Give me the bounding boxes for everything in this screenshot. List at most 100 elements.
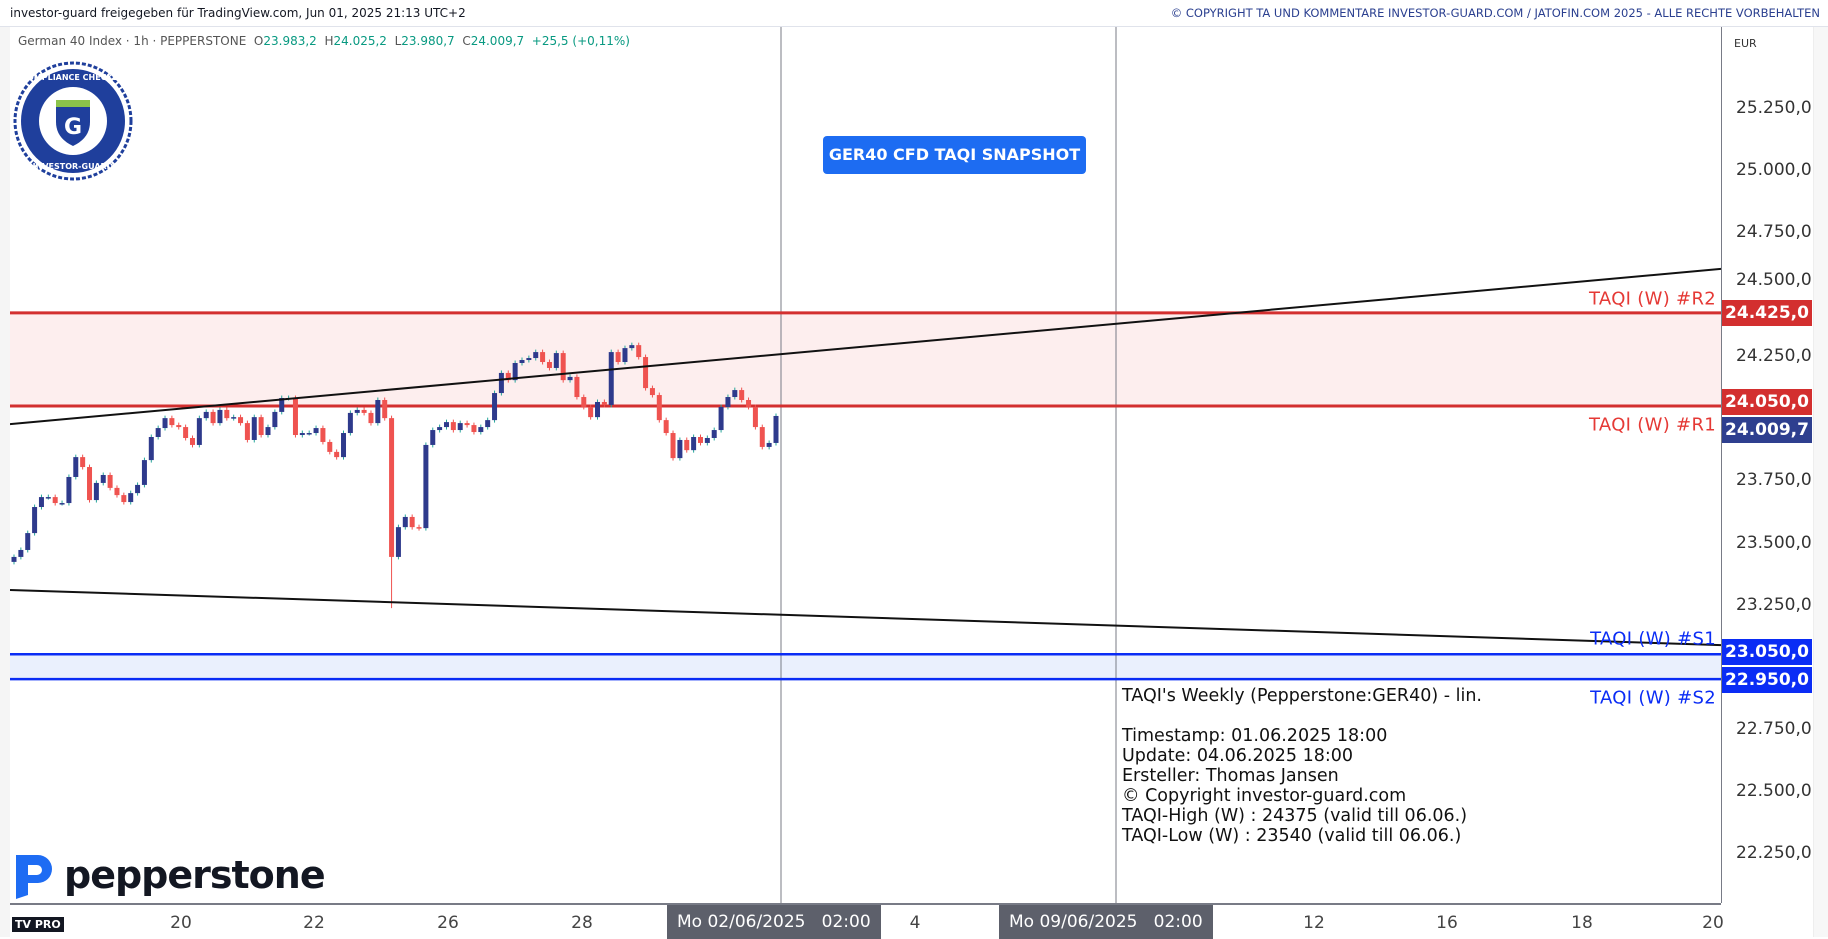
date-marker-label: Mo 09/06/2025 02:00 xyxy=(999,905,1213,939)
candle-body xyxy=(45,497,51,499)
r2-label: TAQI (W) #R2 xyxy=(1589,288,1716,310)
s1-price-tag: 23.050,0 xyxy=(1722,639,1812,666)
info-line: Update: 04.06.2025 18:00 xyxy=(1122,746,1354,766)
currency-label[interactable]: EUR xyxy=(1734,37,1757,50)
change-value: +25,5 (+0,11%) xyxy=(531,34,630,48)
candle-body xyxy=(279,398,285,412)
candle-body xyxy=(581,397,587,407)
candle-body xyxy=(238,417,244,424)
candle-body xyxy=(498,372,504,394)
high-value: 24.025,2 xyxy=(333,34,387,48)
candle-body xyxy=(595,401,601,418)
candle-body xyxy=(87,467,93,501)
candle-body xyxy=(629,345,635,349)
open-label: O xyxy=(253,34,264,48)
candle-body xyxy=(656,395,662,421)
date-marker-label: Mo 02/06/2025 02:00 xyxy=(667,905,881,939)
price-tick-label: 24.750,0 xyxy=(1736,222,1812,243)
candle-body xyxy=(567,376,573,381)
top-bar: investor-guard freigegeben für TradingVi… xyxy=(0,0,1828,27)
price-tick-label: 22.750,0 xyxy=(1736,718,1812,739)
info-line: TAQI-High (W) : 24375 (valid till 06.06.… xyxy=(1122,806,1468,826)
svg-text:COMPLIANCE CHECKED: COMPLIANCE CHECKED xyxy=(21,73,125,82)
candle-body xyxy=(32,507,38,534)
support-zone xyxy=(10,654,1721,680)
price-tick-label: 24.500,0 xyxy=(1736,270,1812,291)
candle-body xyxy=(347,412,353,434)
candle-body xyxy=(732,390,738,398)
r1-price-tag: 24.050,0 xyxy=(1722,388,1812,415)
time-axis[interactable]: 20 22 26 28 4 12 16 18 20 Mo 02/06/2025 02:00 Mo 0… xyxy=(10,903,1724,939)
candle-body xyxy=(114,487,120,496)
candle-body xyxy=(540,352,546,363)
svg-text:INVESTOR-GUARD: INVESTOR-GUARD xyxy=(33,162,114,171)
price-tick-label: 23.250,0 xyxy=(1736,594,1812,615)
trendline-1 xyxy=(10,588,1721,647)
info-line: © Copyright investor-guard.com xyxy=(1122,786,1407,806)
time-tick-label: 22 xyxy=(303,913,325,933)
tradingview-logo[interactable]: TV PRO xyxy=(12,913,64,932)
shared-by-text: investor-guard freigegeben für TradingVi… xyxy=(10,6,466,20)
candle-body xyxy=(162,418,168,429)
left-strip xyxy=(0,27,10,937)
candle-body xyxy=(176,425,182,428)
candle-body xyxy=(519,360,525,364)
symbol-legend[interactable]: German 40 Index · 1h · PEPPERSTONE O23.9… xyxy=(18,34,630,48)
candle-body xyxy=(203,411,209,419)
candle-body xyxy=(409,516,415,528)
candle-body xyxy=(59,503,65,505)
candle-body xyxy=(93,482,99,501)
candle-body xyxy=(759,427,765,447)
candle-body xyxy=(636,345,642,358)
candle-body xyxy=(38,497,44,508)
s2-price-tag: 22.950,0 xyxy=(1722,667,1812,694)
candle-body xyxy=(430,430,436,445)
pepperstone-wordmark: pepperstone xyxy=(64,853,326,897)
price-axis[interactable]: 25.250,0 25.000,0 24.750,0 24.500,0 24.250,0… xyxy=(1721,27,1814,903)
candle-body xyxy=(546,362,552,368)
trendline-0 xyxy=(10,267,1721,426)
candle-body xyxy=(443,422,449,428)
candle-body xyxy=(389,418,395,557)
candle-body xyxy=(718,406,724,431)
compliance-seal-logo: G COMPLIANCE CHECKED INVESTOR-GUARD xyxy=(13,61,133,181)
candle-body xyxy=(80,457,86,468)
candle-body xyxy=(313,428,319,434)
candle-body xyxy=(18,549,24,557)
candle-body xyxy=(492,393,498,421)
candle-body xyxy=(622,348,628,363)
candle-body xyxy=(320,428,326,442)
candle-body xyxy=(450,422,456,431)
time-tick-label: 26 xyxy=(437,913,459,933)
candle-body xyxy=(306,433,312,435)
snapshot-annotation[interactable]: GER40 CFD TAQI SNAPSHOT xyxy=(823,136,1086,174)
candle-body xyxy=(375,400,381,424)
candle-body xyxy=(691,436,697,451)
price-tick-label: 25.250,0 xyxy=(1736,98,1812,118)
candle-body xyxy=(251,417,257,440)
candle-body xyxy=(663,420,669,434)
low-value: 23.980,7 xyxy=(401,34,455,48)
candle-body xyxy=(402,516,408,528)
candle-body xyxy=(272,411,278,428)
candle-body xyxy=(766,442,772,447)
candle-body xyxy=(299,433,305,436)
candle-body xyxy=(478,427,484,433)
candle-body xyxy=(464,423,470,426)
candle-body xyxy=(210,411,216,424)
candle-body xyxy=(684,439,690,451)
svg-text:G: G xyxy=(64,115,82,140)
candle-body xyxy=(196,418,202,445)
close-label: C xyxy=(462,34,471,48)
last-price-tag: 24.009,7 xyxy=(1722,416,1812,443)
price-tick-label: 25.000,0 xyxy=(1736,160,1812,181)
candle-body xyxy=(155,428,161,437)
candle-body xyxy=(485,420,491,428)
candle-body xyxy=(773,415,779,443)
info-line: Ersteller: Thomas Jansen xyxy=(1122,766,1339,786)
candle-body xyxy=(135,484,141,494)
info-line: TAQI-Low (W) : 23540 (valid till 06.06.) xyxy=(1122,826,1462,846)
chart-plot[interactable] xyxy=(10,27,1721,903)
axis-scroll-strip[interactable] xyxy=(1813,27,1828,937)
candle-body xyxy=(608,352,614,405)
